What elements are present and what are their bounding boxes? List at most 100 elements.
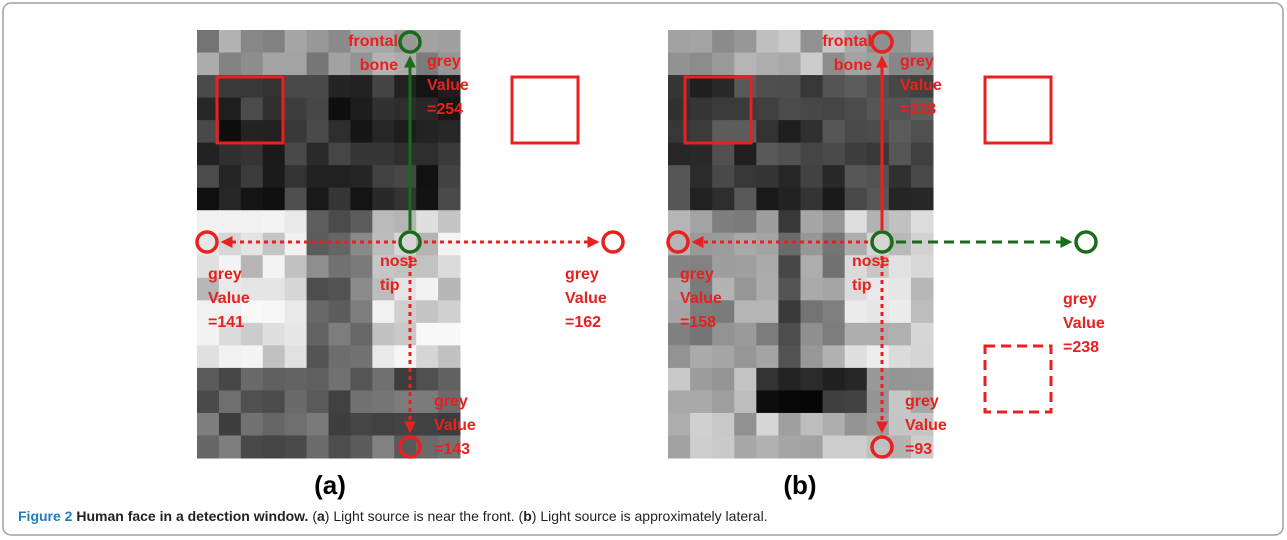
pixel — [845, 300, 868, 323]
pixel — [372, 345, 394, 368]
pixel — [668, 75, 691, 98]
pixel — [845, 435, 868, 458]
pixel — [668, 210, 691, 233]
pixel — [307, 390, 329, 413]
pixel — [778, 345, 801, 368]
pixel — [911, 165, 934, 188]
pixel — [845, 390, 868, 413]
pixel — [668, 345, 691, 368]
caption-segment: ) Light source is near the front. ( — [325, 508, 523, 524]
pixel — [823, 210, 846, 233]
annotation: grey — [900, 53, 934, 70]
pixel — [307, 345, 329, 368]
pixel — [690, 165, 713, 188]
pixel — [801, 75, 824, 98]
pixel — [241, 143, 263, 166]
pixel — [845, 210, 868, 233]
annotation: Value — [565, 290, 607, 307]
pixel — [241, 75, 263, 98]
pixel — [668, 53, 691, 76]
pixel — [307, 323, 329, 346]
pixel — [867, 120, 890, 143]
pixel — [911, 210, 934, 233]
pixel — [756, 53, 779, 76]
pixel — [416, 345, 438, 368]
pixel — [416, 120, 438, 143]
pixel — [756, 75, 779, 98]
pixel — [350, 143, 372, 166]
pixel — [712, 413, 735, 436]
pixel — [778, 278, 801, 301]
pixel — [438, 210, 460, 233]
pixel — [219, 75, 241, 98]
annotation: frontal — [822, 33, 872, 50]
pixel — [307, 165, 329, 188]
pixel — [911, 255, 934, 278]
pixel — [889, 120, 912, 143]
pixel — [690, 390, 713, 413]
pixel — [756, 413, 779, 436]
pixel — [823, 98, 846, 121]
pixel — [285, 210, 307, 233]
pixel — [372, 390, 394, 413]
pixel — [801, 188, 824, 211]
pixel — [241, 390, 263, 413]
pixel — [394, 143, 416, 166]
pixel — [756, 390, 779, 413]
pixel — [372, 210, 394, 233]
annotation: frontal — [348, 33, 398, 50]
caption: Figure 2 Human face in a detection windo… — [18, 508, 768, 524]
pixel — [867, 323, 890, 346]
pixel — [778, 165, 801, 188]
pixel — [734, 120, 757, 143]
annotation: =158 — [680, 314, 716, 331]
pixel — [263, 300, 285, 323]
pixel — [845, 120, 868, 143]
pixel — [801, 30, 824, 53]
pixel — [307, 30, 329, 53]
pixel — [285, 413, 307, 436]
pixel — [285, 300, 307, 323]
pixel — [801, 300, 824, 323]
pixel — [889, 323, 912, 346]
annotation: Value — [434, 417, 476, 434]
region-box — [985, 77, 1051, 143]
pixel — [438, 120, 460, 143]
pixel — [416, 165, 438, 188]
pixel — [734, 53, 757, 76]
pixel — [197, 53, 219, 76]
pixel — [219, 53, 241, 76]
pixel — [690, 188, 713, 211]
pixel — [416, 278, 438, 301]
pixel — [668, 120, 691, 143]
pixel — [734, 345, 757, 368]
pixel — [668, 165, 691, 188]
pixel — [845, 165, 868, 188]
pixel — [756, 98, 779, 121]
pixel — [801, 98, 824, 121]
pixel — [219, 165, 241, 188]
pixel — [285, 188, 307, 211]
pixel — [690, 368, 713, 391]
pixel — [394, 188, 416, 211]
pixel — [285, 278, 307, 301]
pixel — [307, 120, 329, 143]
pixel — [241, 188, 263, 211]
annotation: =143 — [434, 441, 470, 458]
pixel — [372, 323, 394, 346]
pixel — [867, 75, 890, 98]
pixel — [867, 188, 890, 211]
pixel — [690, 53, 713, 76]
pixel — [438, 143, 460, 166]
pixel — [350, 390, 372, 413]
pixel — [911, 188, 934, 211]
pixel — [241, 120, 263, 143]
pixel — [263, 165, 285, 188]
region-box — [985, 346, 1051, 412]
pixel — [823, 345, 846, 368]
pixel — [911, 233, 934, 256]
pixel — [219, 120, 241, 143]
pixel — [801, 210, 824, 233]
pixel — [394, 368, 416, 391]
pixel — [734, 75, 757, 98]
